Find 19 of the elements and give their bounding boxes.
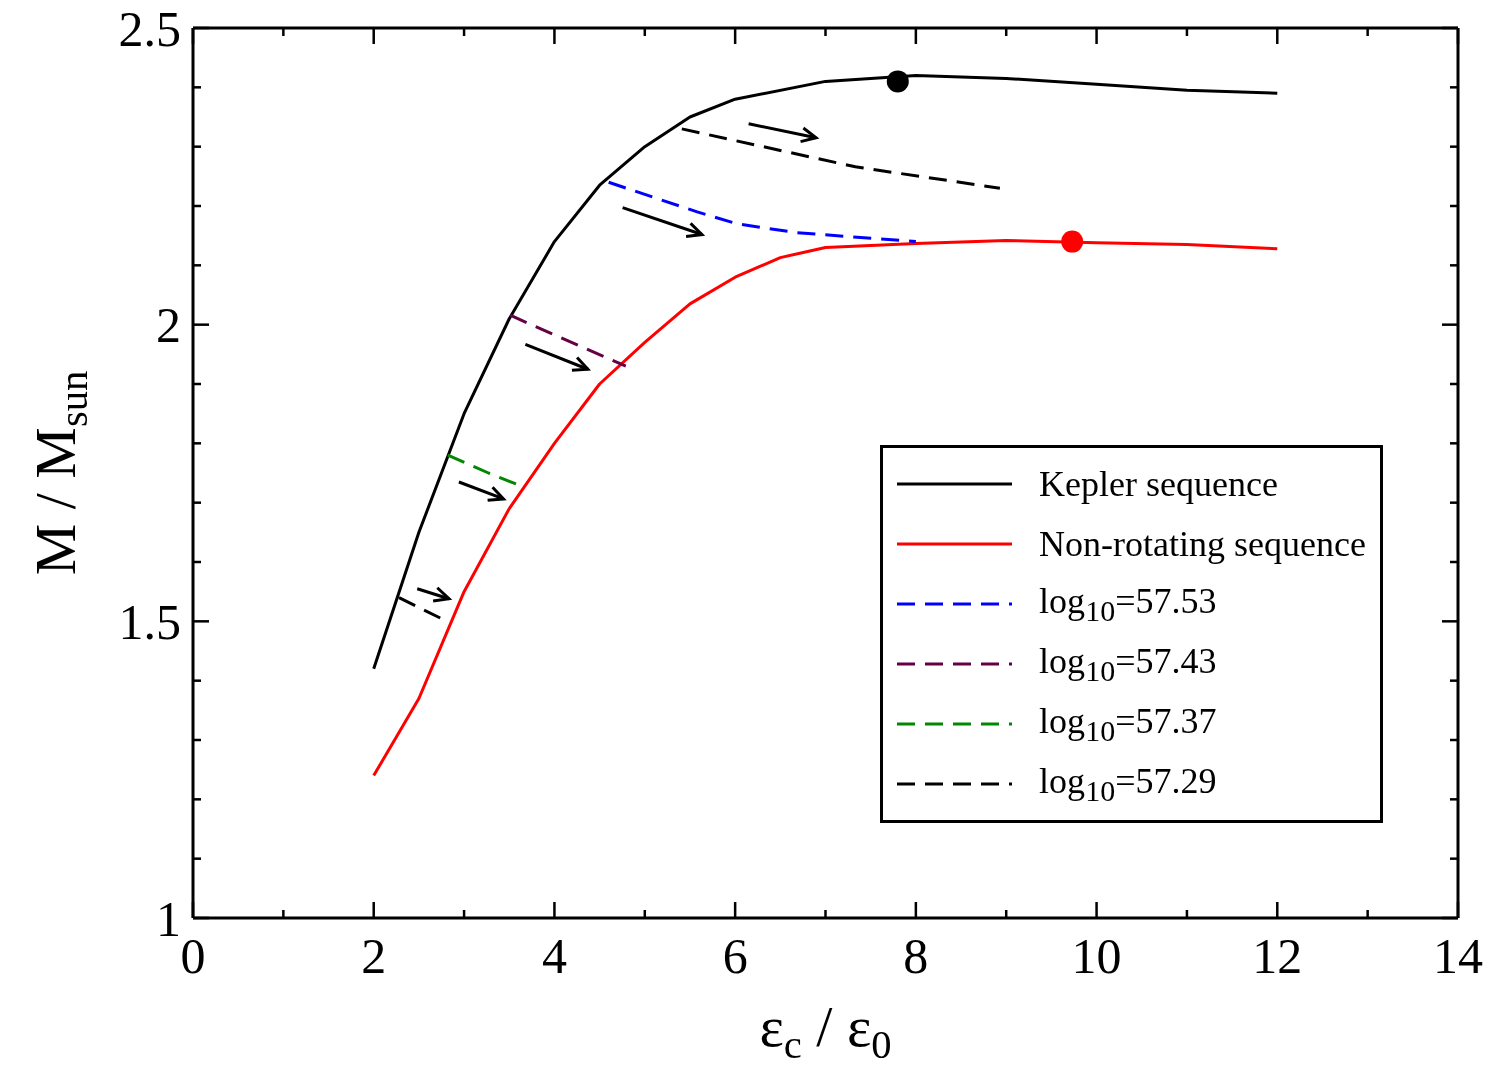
y-tick-label: 2.5	[118, 0, 181, 57]
y-tick-label: 1.5	[118, 593, 181, 650]
y-tick-label: 2	[156, 297, 181, 354]
x-tick-label: 10	[1071, 928, 1122, 984]
x-axis-title: ε$_{c}$ / ε$_{0}$	[759, 994, 892, 1068]
y-tick-label: 1	[156, 890, 181, 947]
x-tick-label: 6	[722, 928, 748, 984]
legend-label: Non-rotating sequence	[1039, 523, 1366, 565]
legend-label: log$_{10}$=57.43	[1039, 639, 1217, 689]
x-tick-label: 14	[1433, 928, 1483, 984]
x-tick-label: 8	[903, 928, 929, 984]
legend-label: log$_{10}$=57.37	[1039, 699, 1217, 749]
x-tick-label: 4	[541, 928, 567, 984]
x-tick-label: 2	[361, 928, 387, 984]
legend-label: Kepler sequence	[1039, 463, 1278, 505]
legend-label: log$_{10}$=57.53	[1039, 579, 1217, 629]
x-tick-label: 0	[180, 928, 206, 984]
x-tick-label: 12	[1252, 928, 1303, 984]
legend-label: log$_{10}$=57.29	[1039, 759, 1217, 809]
